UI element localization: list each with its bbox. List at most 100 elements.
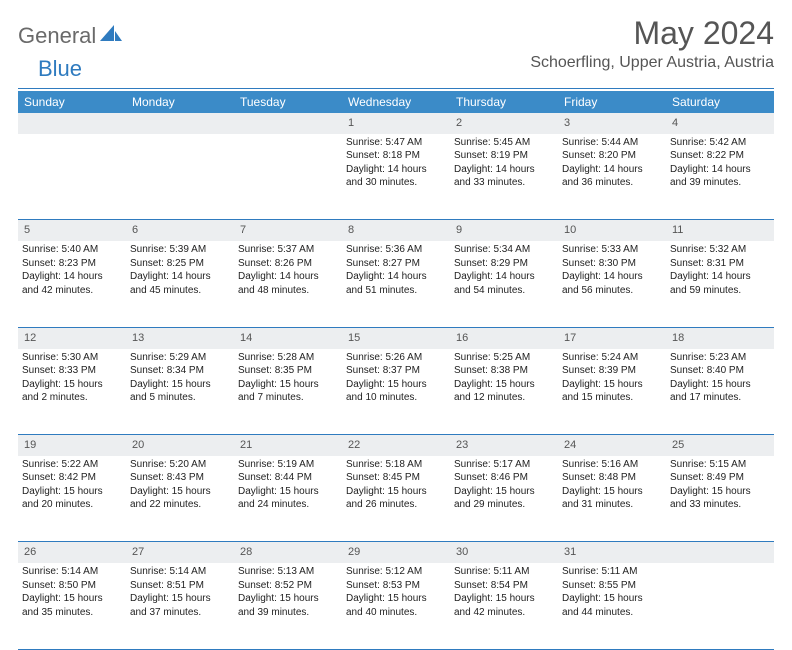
- weekday-header: Tuesday: [234, 91, 342, 113]
- day-number-cell: 31: [558, 542, 666, 563]
- daylight-line: Daylight: 14 hours and 51 minutes.: [346, 270, 446, 297]
- sunset-line: Sunset: 8:46 PM: [454, 471, 554, 485]
- day-cell: Sunrise: 5:45 AMSunset: 8:19 PMDaylight:…: [450, 134, 558, 220]
- daylight-line: Daylight: 15 hours and 42 minutes.: [454, 592, 554, 619]
- day-details: Sunrise: 5:40 AMSunset: 8:23 PMDaylight:…: [22, 241, 122, 297]
- day-number-cell: 19: [18, 435, 126, 456]
- day-cell: Sunrise: 5:42 AMSunset: 8:22 PMDaylight:…: [666, 134, 774, 220]
- day-cell: Sunrise: 5:14 AMSunset: 8:50 PMDaylight:…: [18, 563, 126, 649]
- daylight-line: Daylight: 15 hours and 5 minutes.: [130, 378, 230, 405]
- sunset-line: Sunset: 8:30 PM: [562, 257, 662, 271]
- day-details: Sunrise: 5:11 AMSunset: 8:55 PMDaylight:…: [562, 563, 662, 619]
- divider: [18, 88, 774, 89]
- day-cell: Sunrise: 5:39 AMSunset: 8:25 PMDaylight:…: [126, 241, 234, 327]
- day-number-cell: [234, 113, 342, 134]
- day-details: Sunrise: 5:14 AMSunset: 8:50 PMDaylight:…: [22, 563, 122, 619]
- daylight-line: Daylight: 15 hours and 31 minutes.: [562, 485, 662, 512]
- brand-part2: Blue: [38, 56, 82, 82]
- day-number-cell: 7: [234, 220, 342, 241]
- sunrise-line: Sunrise: 5:11 AM: [454, 565, 554, 579]
- sunset-line: Sunset: 8:18 PM: [346, 149, 446, 163]
- day-details: Sunrise: 5:37 AMSunset: 8:26 PMDaylight:…: [238, 241, 338, 297]
- day-details: Sunrise: 5:12 AMSunset: 8:53 PMDaylight:…: [346, 563, 446, 619]
- day-number-cell: 11: [666, 220, 774, 241]
- day-number-cell: 20: [126, 435, 234, 456]
- day-cell: Sunrise: 5:14 AMSunset: 8:51 PMDaylight:…: [126, 563, 234, 649]
- sunrise-line: Sunrise: 5:18 AM: [346, 458, 446, 472]
- daylight-line: Daylight: 15 hours and 7 minutes.: [238, 378, 338, 405]
- daylight-line: Daylight: 14 hours and 45 minutes.: [130, 270, 230, 297]
- day-details: Sunrise: 5:23 AMSunset: 8:40 PMDaylight:…: [670, 349, 770, 405]
- sunrise-line: Sunrise: 5:25 AM: [454, 351, 554, 365]
- day-number-cell: 24: [558, 435, 666, 456]
- day-cell: Sunrise: 5:23 AMSunset: 8:40 PMDaylight:…: [666, 349, 774, 435]
- weekday-header-row: Sunday Monday Tuesday Wednesday Thursday…: [18, 91, 774, 113]
- day-cell: [234, 134, 342, 220]
- day-details: Sunrise: 5:28 AMSunset: 8:35 PMDaylight:…: [238, 349, 338, 405]
- day-number-cell: 2: [450, 113, 558, 134]
- sunrise-line: Sunrise: 5:26 AM: [346, 351, 446, 365]
- sunset-line: Sunset: 8:27 PM: [346, 257, 446, 271]
- weekday-header: Saturday: [666, 91, 774, 113]
- sunrise-line: Sunrise: 5:40 AM: [22, 243, 122, 257]
- day-cell: Sunrise: 5:36 AMSunset: 8:27 PMDaylight:…: [342, 241, 450, 327]
- sunset-line: Sunset: 8:49 PM: [670, 471, 770, 485]
- sunset-line: Sunset: 8:50 PM: [22, 579, 122, 593]
- day-cell: [18, 134, 126, 220]
- day-number-cell: 15: [342, 327, 450, 348]
- sunset-line: Sunset: 8:23 PM: [22, 257, 122, 271]
- day-cell: Sunrise: 5:18 AMSunset: 8:45 PMDaylight:…: [342, 456, 450, 542]
- daylight-line: Daylight: 14 hours and 48 minutes.: [238, 270, 338, 297]
- day-number-cell: 23: [450, 435, 558, 456]
- day-cell: Sunrise: 5:25 AMSunset: 8:38 PMDaylight:…: [450, 349, 558, 435]
- sunset-line: Sunset: 8:33 PM: [22, 364, 122, 378]
- day-number-cell: 8: [342, 220, 450, 241]
- week-row: Sunrise: 5:30 AMSunset: 8:33 PMDaylight:…: [18, 349, 774, 435]
- day-details: Sunrise: 5:19 AMSunset: 8:44 PMDaylight:…: [238, 456, 338, 512]
- sunrise-line: Sunrise: 5:12 AM: [346, 565, 446, 579]
- sunset-line: Sunset: 8:35 PM: [238, 364, 338, 378]
- day-number-cell: 27: [126, 542, 234, 563]
- day-cell: [126, 134, 234, 220]
- day-number-cell: 3: [558, 113, 666, 134]
- sunrise-line: Sunrise: 5:44 AM: [562, 136, 662, 150]
- day-details: Sunrise: 5:29 AMSunset: 8:34 PMDaylight:…: [130, 349, 230, 405]
- day-number-row: 262728293031: [18, 542, 774, 563]
- day-details: Sunrise: 5:39 AMSunset: 8:25 PMDaylight:…: [130, 241, 230, 297]
- weekday-header: Wednesday: [342, 91, 450, 113]
- day-number-cell: 6: [126, 220, 234, 241]
- day-number-cell: 28: [234, 542, 342, 563]
- day-details: Sunrise: 5:20 AMSunset: 8:43 PMDaylight:…: [130, 456, 230, 512]
- sunset-line: Sunset: 8:42 PM: [22, 471, 122, 485]
- daylight-line: Daylight: 15 hours and 44 minutes.: [562, 592, 662, 619]
- day-cell: Sunrise: 5:11 AMSunset: 8:54 PMDaylight:…: [450, 563, 558, 649]
- sunset-line: Sunset: 8:34 PM: [130, 364, 230, 378]
- sunrise-line: Sunrise: 5:19 AM: [238, 458, 338, 472]
- sunset-line: Sunset: 8:43 PM: [130, 471, 230, 485]
- daylight-line: Daylight: 15 hours and 39 minutes.: [238, 592, 338, 619]
- day-details: Sunrise: 5:45 AMSunset: 8:19 PMDaylight:…: [454, 134, 554, 190]
- daylight-line: Daylight: 15 hours and 15 minutes.: [562, 378, 662, 405]
- sunrise-line: Sunrise: 5:13 AM: [238, 565, 338, 579]
- day-number-cell: 12: [18, 327, 126, 348]
- day-cell: Sunrise: 5:33 AMSunset: 8:30 PMDaylight:…: [558, 241, 666, 327]
- daylight-line: Daylight: 14 hours and 30 minutes.: [346, 163, 446, 190]
- day-cell: [666, 563, 774, 649]
- day-number-cell: 14: [234, 327, 342, 348]
- day-number-cell: 17: [558, 327, 666, 348]
- day-cell: Sunrise: 5:26 AMSunset: 8:37 PMDaylight:…: [342, 349, 450, 435]
- day-details: Sunrise: 5:30 AMSunset: 8:33 PMDaylight:…: [22, 349, 122, 405]
- day-cell: Sunrise: 5:44 AMSunset: 8:20 PMDaylight:…: [558, 134, 666, 220]
- sunset-line: Sunset: 8:44 PM: [238, 471, 338, 485]
- sunset-line: Sunset: 8:26 PM: [238, 257, 338, 271]
- week-row: Sunrise: 5:22 AMSunset: 8:42 PMDaylight:…: [18, 456, 774, 542]
- day-details: Sunrise: 5:17 AMSunset: 8:46 PMDaylight:…: [454, 456, 554, 512]
- day-details: Sunrise: 5:34 AMSunset: 8:29 PMDaylight:…: [454, 241, 554, 297]
- day-cell: Sunrise: 5:11 AMSunset: 8:55 PMDaylight:…: [558, 563, 666, 649]
- day-details: Sunrise: 5:47 AMSunset: 8:18 PMDaylight:…: [346, 134, 446, 190]
- day-cell: Sunrise: 5:22 AMSunset: 8:42 PMDaylight:…: [18, 456, 126, 542]
- sunrise-line: Sunrise: 5:20 AM: [130, 458, 230, 472]
- daylight-line: Daylight: 15 hours and 24 minutes.: [238, 485, 338, 512]
- brand-logo: General: [18, 15, 124, 49]
- sunrise-line: Sunrise: 5:42 AM: [670, 136, 770, 150]
